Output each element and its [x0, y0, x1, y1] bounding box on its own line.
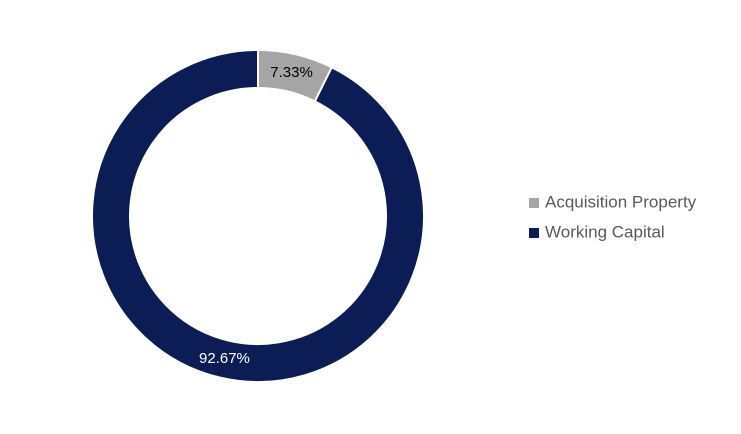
legend-marker [529, 198, 539, 208]
value-label: 92.67% [199, 350, 250, 367]
donut-slice [91, 48, 425, 383]
legend-marker [529, 228, 539, 238]
legend-text: Working Capital [545, 222, 665, 241]
legend-text: Acquisition Property [545, 192, 697, 211]
value-label: 7.33% [270, 64, 313, 81]
